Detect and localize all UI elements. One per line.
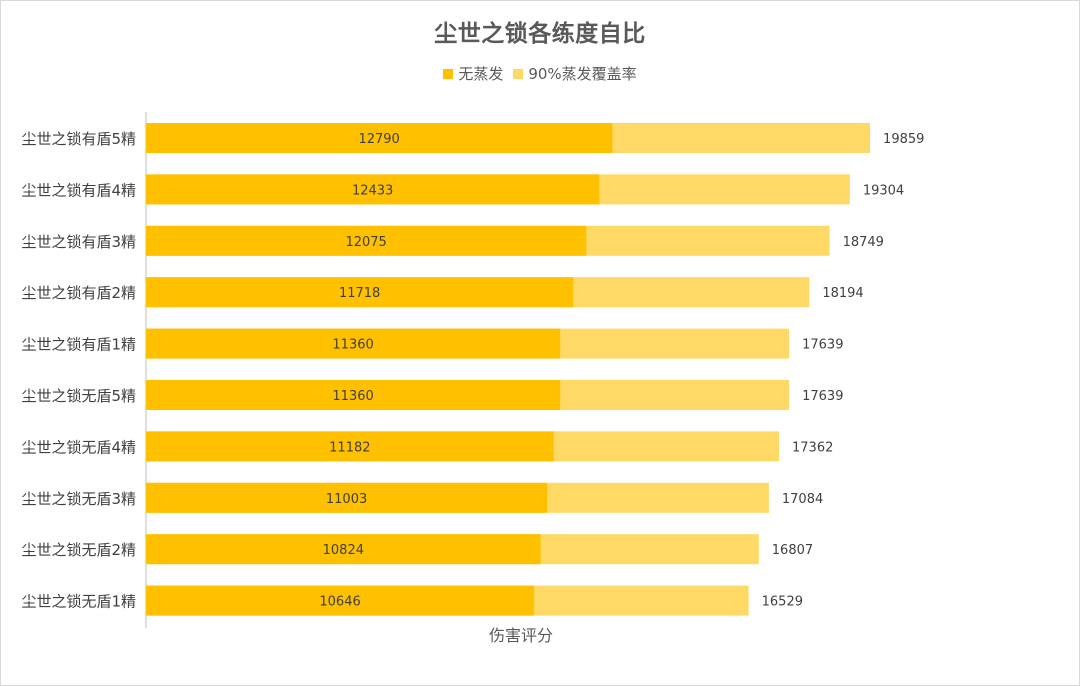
data-label-series-2: 17362 bbox=[792, 440, 833, 455]
data-label-series-1: 11360 bbox=[332, 338, 373, 353]
legend-item-series-1: 无蒸发 bbox=[443, 63, 503, 84]
data-label-series-2: 17639 bbox=[802, 389, 843, 404]
category-label: 尘世之锁无盾5精 bbox=[21, 387, 136, 405]
bar-series-1 bbox=[146, 174, 600, 205]
bar-series-1 bbox=[146, 123, 613, 153]
bar-series-1 bbox=[146, 380, 561, 410]
data-label-series-2: 18194 bbox=[822, 286, 863, 301]
data-label-series-2: 16807 bbox=[772, 543, 813, 558]
data-label-series-2: 18749 bbox=[843, 235, 884, 250]
data-label-series-2: 19859 bbox=[883, 132, 924, 147]
data-label-series-1: 12075 bbox=[345, 235, 386, 250]
bar-series-1 bbox=[146, 277, 574, 308]
bar-series-1 bbox=[146, 328, 561, 359]
data-label-series-2: 16529 bbox=[762, 595, 803, 610]
legend-swatch-series-2 bbox=[513, 68, 524, 79]
bar-series-1 bbox=[146, 225, 587, 256]
category-label: 尘世之锁有盾2精 bbox=[21, 284, 136, 302]
bar-series-1 bbox=[146, 431, 554, 462]
data-label-series-1: 12433 bbox=[352, 183, 393, 198]
data-label-series-2: 17639 bbox=[802, 338, 843, 353]
category-label: 尘世之锁有盾5精 bbox=[21, 130, 136, 148]
category-label: 尘世之锁无盾3精 bbox=[21, 490, 136, 508]
category-label: 尘世之锁无盾4精 bbox=[21, 438, 136, 456]
chart-legend: 无蒸发 90%蒸发覆盖率 bbox=[0, 63, 1080, 84]
data-label-series-2: 19304 bbox=[863, 183, 904, 198]
legend-swatch-series-1 bbox=[443, 68, 454, 79]
data-label-series-1: 11003 bbox=[326, 492, 367, 507]
bar-series-1 bbox=[146, 482, 548, 513]
bar-series-1 bbox=[146, 534, 541, 565]
x-axis-title: 伤害评分 bbox=[489, 626, 553, 645]
data-label-series-1: 10646 bbox=[319, 595, 360, 610]
legend-item-series-2: 90%蒸发覆盖率 bbox=[513, 63, 637, 84]
legend-label-series-2: 90%蒸发覆盖率 bbox=[528, 65, 637, 83]
category-label: 尘世之锁有盾4精 bbox=[21, 181, 136, 199]
bar-series-1 bbox=[146, 585, 535, 616]
data-label-series-2: 17084 bbox=[782, 492, 823, 507]
category-label: 尘世之锁无盾2精 bbox=[21, 541, 136, 559]
chart-title: 尘世之锁各练度自比 bbox=[434, 21, 646, 47]
category-label: 尘世之锁有盾3精 bbox=[21, 233, 136, 251]
data-label-series-1: 11182 bbox=[329, 440, 370, 455]
data-label-series-1: 12790 bbox=[358, 132, 399, 147]
data-label-series-1: 10824 bbox=[323, 543, 364, 558]
category-label: 尘世之锁无盾1精 bbox=[21, 593, 136, 611]
category-label: 尘世之锁有盾1精 bbox=[21, 336, 136, 354]
data-label-series-1: 11360 bbox=[332, 389, 373, 404]
legend-label-series-1: 无蒸发 bbox=[458, 65, 504, 83]
data-label-series-1: 11718 bbox=[339, 286, 380, 301]
